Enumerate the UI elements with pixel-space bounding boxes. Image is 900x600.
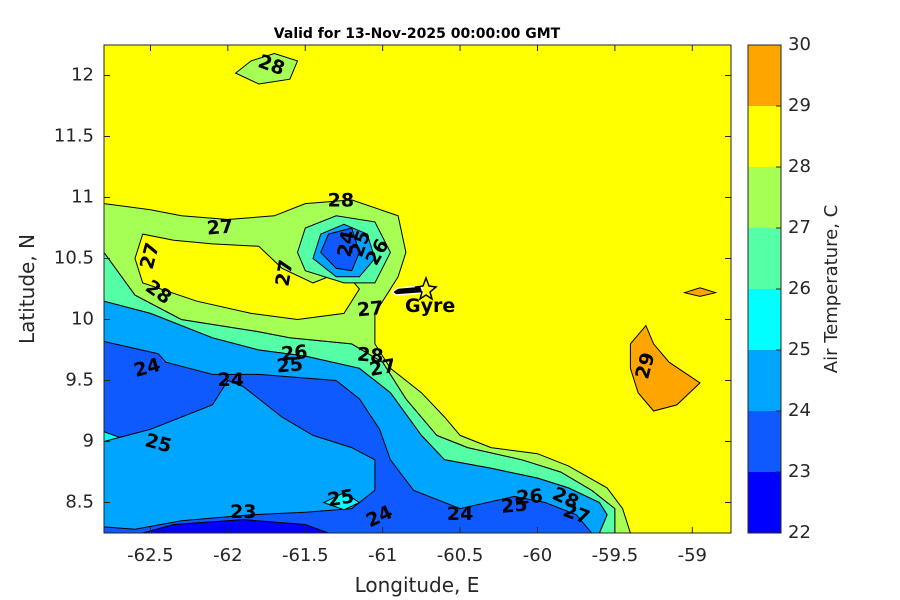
contour-label: 27 [271,258,297,288]
y-tick-label: 9 [83,431,94,452]
colorbar-tick-label: 26 [788,278,811,299]
contour-label: 25 [500,494,528,518]
x-tick-label: -59 [678,545,707,566]
colorbar-tick-label: 28 [788,156,811,177]
contour-region-east-29 [629,324,701,412]
contour-fill-layer [104,52,718,533]
colorbar-tick-label: 29 [788,95,811,116]
x-tick-label: -59.5 [592,545,639,566]
colorbar-swatch [748,228,781,289]
contour-label: 25 [326,485,356,511]
contour-label: 27 [368,355,398,381]
contour-label: 28 [328,190,354,212]
contour-region-small-25 [322,492,361,511]
contour-region-south-23 [142,519,329,533]
x-tick-label: -60.5 [437,545,484,566]
colorbar-tick-label: 25 [788,339,811,360]
y-tick-label: 11 [71,187,94,208]
station-star-marker [414,275,438,301]
contour-region-north-27 [234,52,299,85]
contour-region-blob-29 [682,287,718,297]
contour-band-coast-27 [104,199,631,533]
colorbar-swatch [748,289,781,350]
colorbar-swatch [748,45,781,106]
station-label: Gyre [405,295,455,317]
contour-label: 25 [276,353,304,377]
x-axis-label: Longitude, E [355,573,480,597]
contour-region-gulf-24 [320,227,360,272]
y-tick-label: 10 [71,309,94,330]
y-tick-label: 8.5 [65,492,94,513]
colorbar-tick-label: 23 [788,461,811,482]
colorbar-swatch [748,411,781,472]
y-tick-label: 12 [71,65,94,86]
y-tick-label: 9.5 [65,370,94,391]
colorbar-swatch [748,350,781,411]
y-axis-ticks: 8.5 9 9.5 10 10.5 11 11.5 12 [54,65,731,513]
colorbar-tick-label: 24 [788,400,811,421]
station-land-marker [390,285,424,296]
plot-frame [103,44,732,534]
contour-label: 27 [206,215,234,239]
contour-label: 24 [447,503,473,525]
contour-label: 27 [356,297,384,321]
colorbar-label: Air Temperature, C [821,205,842,373]
y-tick-label: 11.5 [54,126,94,147]
colorbar-tick-label: 22 [788,522,811,543]
colorbar-tick-label: 30 [788,34,811,55]
chart-title: Valid for 13-Nov-2025 00:00:00 GMT [274,26,561,42]
station-layer: Gyre [390,275,455,317]
colorbar-swatch [748,106,781,167]
x-tick-label: -60 [523,545,552,566]
contour-label: 26 [280,341,308,365]
contour-label: 26 [516,485,544,509]
colorbar: 22 23 24 25 26 27 28 29 30 [747,34,811,543]
contour-label: 24 [333,229,359,259]
contour-label: 24 [218,369,244,391]
y-tick-label: 10.5 [54,248,94,269]
colorbar-swatch [748,472,781,533]
colorbar-swatch [748,167,781,228]
x-tick-label: -62 [213,545,242,566]
contour-label: 23 [230,501,256,523]
x-tick-label: -61.5 [282,545,329,566]
contour-label: 28 [356,343,384,367]
x-axis-ticks: -62.5 -62 -61.5 -61 -60.5 -60 -59.5 -59 [127,45,707,566]
contour-region-inner-24 [104,379,376,530]
colorbar-tick-label: 27 [788,217,811,238]
y-axis-label: Latitude, N [15,234,39,344]
x-tick-label: -61 [368,545,397,566]
x-tick-label: -62.5 [127,545,174,566]
